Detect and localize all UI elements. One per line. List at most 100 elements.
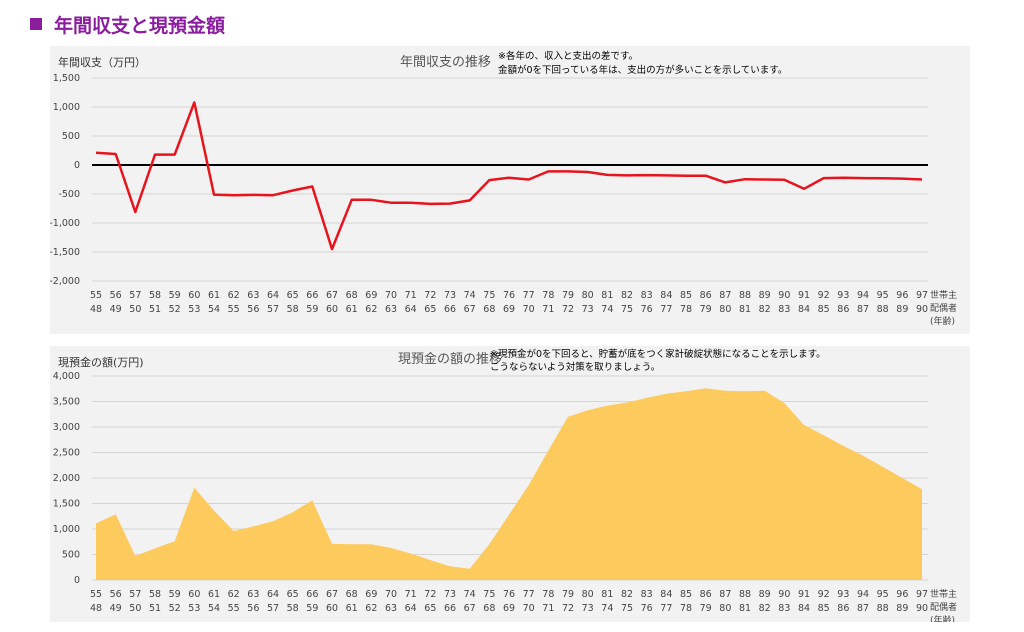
y-tick-label: -1,000 <box>50 218 80 229</box>
x-tick-label-spouse: 78 <box>680 304 692 315</box>
x-tick-label-householder: 82 <box>621 290 633 301</box>
x-tick-label-householder: 95 <box>877 589 889 600</box>
x-tick-label-spouse: 82 <box>759 304 771 315</box>
x-tick-label-spouse: 77 <box>660 304 672 315</box>
x-tick-label-householder: 66 <box>306 589 318 600</box>
x-tick-label-spouse: 81 <box>739 304 751 315</box>
x-tick-label-householder: 70 <box>385 290 397 301</box>
x-tick-label-spouse: 52 <box>169 603 181 614</box>
x-tick-label-spouse: 72 <box>562 603 574 614</box>
x-tick-label-householder: 79 <box>562 290 574 301</box>
x-axis-label: 配偶者 <box>930 302 957 314</box>
x-tick-label-spouse: 88 <box>877 304 889 315</box>
balance-chart: 1,500 1,000 500 0 -500 -1,000 -1,500 -2,000 年間収支… <box>49 50 957 327</box>
x-tick-label-spouse: 61 <box>346 304 358 315</box>
page-title: 年間収支と現預金額 <box>54 14 226 37</box>
x-tick-label-spouse: 53 <box>188 304 200 315</box>
y-axis-label: 現預金の額(万円) <box>58 355 144 369</box>
x-tick-label-householder: 93 <box>837 290 849 301</box>
x-tick-label-householder: 76 <box>503 290 515 301</box>
x-tick-label-spouse: 61 <box>346 603 358 614</box>
x-tick-label-spouse: 66 <box>444 304 456 315</box>
x-tick-label-householder: 85 <box>680 589 692 600</box>
x-tick-label-householder: 75 <box>483 290 495 301</box>
x-tick-label-spouse: 76 <box>641 603 653 614</box>
x-tick-label-spouse: 88 <box>877 603 889 614</box>
x-tick-label-spouse: 56 <box>247 304 259 315</box>
x-tick-label-spouse: 76 <box>641 304 653 315</box>
x-tick-label-householder: 56 <box>110 290 122 301</box>
x-tick-label-householder: 60 <box>188 290 200 301</box>
x-tick-label-spouse: 85 <box>818 304 830 315</box>
x-tick-label-householder: 84 <box>660 589 672 600</box>
x-tick-label-householder: 76 <box>503 589 515 600</box>
x-tick-label-spouse: 56 <box>247 603 259 614</box>
y-tick-label: -2,000 <box>50 276 80 287</box>
x-tick-label-spouse: 62 <box>365 603 377 614</box>
x-tick-label-spouse: 59 <box>306 603 318 614</box>
x-tick-label-householder: 91 <box>798 290 810 301</box>
x-tick-label-spouse: 66 <box>444 603 456 614</box>
x-tick-label-spouse: 70 <box>523 603 535 614</box>
x-tick-label-householder: 93 <box>837 589 849 600</box>
x-tick-label-householder: 55 <box>90 589 102 600</box>
x-tick-label-spouse: 87 <box>857 304 869 315</box>
x-tick-label-spouse: 54 <box>208 603 220 614</box>
x-tick-label-householder: 59 <box>169 290 181 301</box>
x-tick-label-spouse: 73 <box>582 603 594 614</box>
y-tick-label: 1,000 <box>53 102 80 113</box>
page-header: 年間収支と現預金額 <box>30 10 225 38</box>
y-tick-label: 3,000 <box>53 422 80 433</box>
x-tick-label-householder: 67 <box>326 290 338 301</box>
x-tick-label-householder: 94 <box>857 589 869 600</box>
x-tick-label-spouse: 80 <box>719 603 731 614</box>
x-tick-label-householder: 81 <box>601 290 613 301</box>
x-tick-label-householder: 63 <box>247 290 259 301</box>
x-tick-label-spouse: 57 <box>267 603 279 614</box>
x-tick-label-householder: 72 <box>424 290 436 301</box>
x-tick-label-spouse: 81 <box>739 603 751 614</box>
y-tick-label: 1,500 <box>53 499 80 510</box>
x-tick-label-householder: 73 <box>444 589 456 600</box>
x-tick-label-householder: 97 <box>916 290 928 301</box>
x-tick-label-spouse: 86 <box>837 304 849 315</box>
x-tick-label-spouse: 58 <box>287 603 299 614</box>
x-tick-label-householder: 63 <box>247 589 259 600</box>
x-tick-label-spouse: 48 <box>90 304 102 315</box>
x-tick-label-householder: 90 <box>778 589 790 600</box>
x-tick-label-householder: 59 <box>169 589 181 600</box>
x-tick-label-householder: 97 <box>916 589 928 600</box>
x-tick-label-householder: 74 <box>464 290 476 301</box>
x-tick-label-spouse: 51 <box>149 603 161 614</box>
x-tick-label-spouse: 74 <box>601 304 613 315</box>
x-tick-label-spouse: 83 <box>778 603 790 614</box>
x-tick-label-householder: 89 <box>759 290 771 301</box>
chart-title: 現預金の額の推移 <box>398 351 502 367</box>
x-tick-label-householder: 67 <box>326 589 338 600</box>
x-tick-label-householder: 71 <box>405 589 417 600</box>
x-tick-label-spouse: 52 <box>169 304 181 315</box>
x-tick-label-spouse: 53 <box>188 603 200 614</box>
x-tick-label-householder: 95 <box>877 290 889 301</box>
y-tick-label: 500 <box>62 550 80 561</box>
x-tick-label-spouse: 90 <box>916 304 928 315</box>
x-axis-label: 配偶者 <box>930 601 957 613</box>
x-tick-label-householder: 74 <box>464 589 476 600</box>
x-tick-label-householder: 80 <box>582 589 594 600</box>
x-tick-label-householder: 73 <box>444 290 456 301</box>
x-tick-label-spouse: 57 <box>267 304 279 315</box>
cash-chart: 4,000 3,500 3,000 2,500 2,000 1,500 1,000 500 0 現… <box>53 348 957 626</box>
x-tick-label-spouse: 85 <box>818 603 830 614</box>
x-tick-label-householder: 57 <box>129 589 141 600</box>
x-tick-label-spouse: 68 <box>483 304 495 315</box>
x-tick-label-spouse: 51 <box>149 304 161 315</box>
x-tick-label-spouse: 89 <box>896 304 908 315</box>
x-tick-label-householder: 61 <box>208 589 220 600</box>
x-tick-label-spouse: 84 <box>798 304 810 315</box>
x-tick-label-spouse: 60 <box>326 304 338 315</box>
title-square-icon <box>30 18 42 30</box>
x-tick-label-spouse: 80 <box>719 304 731 315</box>
y-axis-label: 年間収支（万円） <box>58 55 146 69</box>
x-tick-label-householder: 66 <box>306 290 318 301</box>
x-tick-label-spouse: 65 <box>424 603 436 614</box>
